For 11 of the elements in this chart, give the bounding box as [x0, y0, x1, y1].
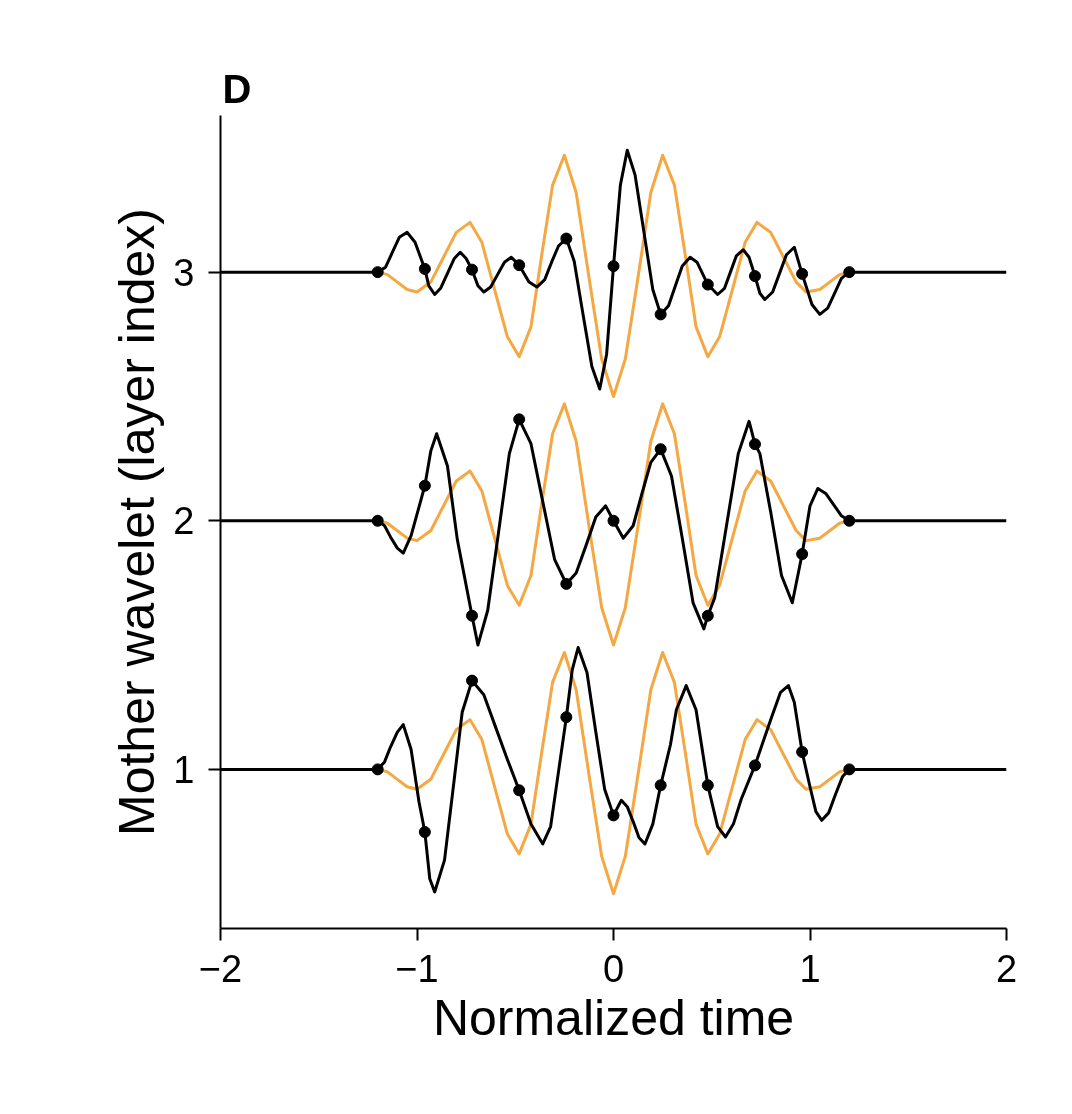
x-tick-label: −2 [198, 947, 243, 990]
y-tick-label: 1 [173, 748, 195, 791]
x-tick-label: 2 [995, 947, 1018, 990]
x-axis-title: Normalized time [432, 989, 795, 1046]
x-tick-label: 1 [799, 947, 821, 990]
chart-title: D [222, 66, 252, 111]
x-tick-label: 0 [602, 947, 625, 990]
y-tick-label: 2 [173, 500, 195, 543]
y-tick-label: 3 [173, 251, 195, 294]
x-tick-label: −1 [395, 947, 439, 990]
y-axis-title: Mother wavelet (layer index) [109, 207, 166, 837]
